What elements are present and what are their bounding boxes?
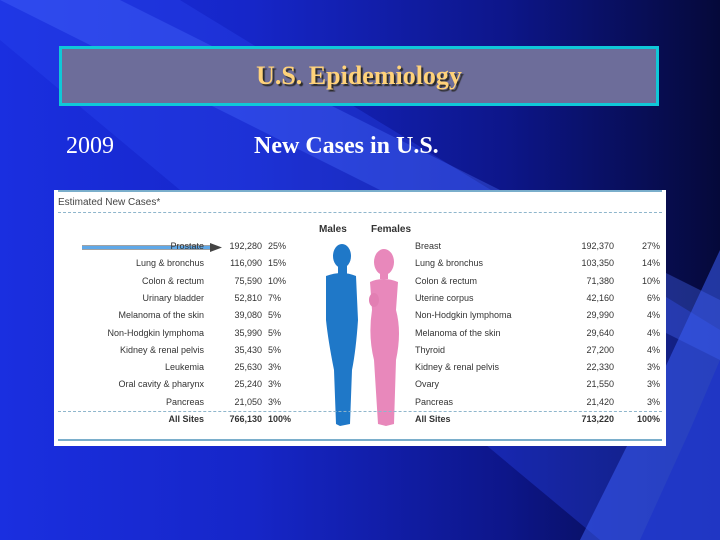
female-case-count: 42,160: [586, 292, 614, 303]
male-percentage: 25%: [268, 241, 287, 251]
female-site-label: Uterine corpus: [415, 292, 474, 303]
female-percentage: 27%: [641, 241, 660, 251]
female-site-label: Lung & bronchus: [415, 258, 484, 269]
table-top-border: [58, 190, 662, 192]
female-silhouette-icon: [369, 249, 399, 426]
female-percentage: 4%: [646, 327, 660, 338]
female-site-label: Pancreas: [415, 396, 454, 407]
female-case-count: 713,220: [581, 414, 614, 424]
male-case-count: 52,810: [234, 292, 262, 303]
male-site-label: Kidney & renal pelvis: [119, 344, 204, 355]
figure-silhouettes: [326, 244, 399, 426]
female-case-count: 22,330: [586, 362, 614, 373]
male-percentage: 5%: [268, 327, 282, 338]
male-case-count: 25,240: [234, 379, 262, 390]
male-case-count: 21,050: [234, 396, 262, 407]
male-case-count: 116,090: [230, 258, 262, 269]
title-box: U.S. Epidemiology: [59, 46, 659, 106]
male-case-count: 35,990: [234, 327, 262, 338]
slide-subtitle: New Cases in U.S.: [254, 133, 439, 159]
male-percentage: 5%: [268, 344, 282, 355]
male-case-count: 192,280: [229, 241, 262, 251]
male-percentage: 3%: [268, 379, 282, 390]
male-site-label: Oral cavity & pharynx: [118, 379, 204, 390]
male-percentage: 5%: [268, 310, 282, 321]
male-percentage: 10%: [268, 275, 287, 286]
female-case-count: 103,350: [581, 258, 614, 269]
female-case-count: 71,380: [586, 275, 614, 286]
female-site-label: Melanoma of the skin: [415, 327, 501, 338]
header-divider: [58, 212, 662, 213]
male-site-label: Non-Hodgkin lymphoma: [107, 327, 204, 338]
male-case-count: 39,080: [234, 310, 262, 321]
female-case-count: 192,370: [581, 241, 614, 251]
female-site-label: Non-Hodgkin lymphoma: [415, 310, 512, 321]
slide-title: U.S. Epidemiology: [256, 61, 462, 90]
male-case-count: 75,590: [234, 275, 262, 286]
male-case-count: 35,430: [234, 344, 262, 355]
female-case-count: 21,550: [586, 379, 614, 390]
male-site-label: Colon & rectum: [141, 275, 204, 286]
female-case-count: 29,990: [586, 310, 614, 321]
year-label: 2009: [66, 133, 114, 159]
male-case-count: 766,130: [229, 414, 262, 424]
female-percentage: 6%: [646, 292, 660, 303]
female-site-label: Breast: [415, 241, 442, 251]
female-site-label: Ovary: [415, 379, 440, 390]
female-percentage: 4%: [646, 344, 660, 355]
female-site-label: All Sites: [415, 414, 451, 424]
females-column-header: Females: [371, 224, 412, 235]
female-site-label: Thyroid: [415, 344, 446, 355]
female-percentage: 10%: [641, 275, 660, 286]
female-percentage: 14%: [641, 258, 660, 269]
female-percentage: 100%: [636, 414, 660, 424]
male-case-count: 25,630: [234, 362, 262, 373]
female-percentage: 3%: [646, 396, 660, 407]
male-site-label: All Sites: [168, 414, 204, 424]
male-site-label: Melanoma of the skin: [118, 310, 204, 321]
males-column-header: Males: [319, 224, 347, 235]
female-case-count: 27,200: [586, 344, 614, 355]
male-site-label: Pancreas: [165, 396, 204, 407]
female-percentage: 3%: [646, 379, 660, 390]
male-percentage: 15%: [268, 258, 287, 269]
female-percentage: 4%: [646, 310, 660, 321]
totals-divider: [58, 411, 662, 412]
male-percentage: 100%: [268, 414, 292, 424]
table-bottom-border: [58, 439, 662, 441]
male-site-label: Lung & bronchus: [135, 258, 204, 269]
male-silhouette-icon: [326, 244, 358, 426]
male-percentage: 7%: [268, 292, 282, 303]
female-site-label: Kidney & renal pelvis: [415, 362, 500, 373]
male-percentage: 3%: [268, 396, 282, 407]
table-header: Estimated New Cases*: [58, 197, 161, 208]
male-site-label: Leukemia: [164, 362, 204, 373]
cancer-cases-table: Estimated New Cases* Males Females Prost: [54, 190, 666, 446]
arrow-pointer-icon: [82, 243, 222, 252]
female-site-label: Colon & rectum: [415, 275, 478, 286]
female-percentage: 3%: [646, 362, 660, 373]
male-site-label: Urinary bladder: [142, 292, 204, 303]
male-site-label: Prostate: [170, 241, 204, 251]
male-percentage: 3%: [268, 362, 282, 373]
female-case-count: 21,420: [586, 396, 614, 407]
female-case-count: 29,640: [586, 327, 614, 338]
